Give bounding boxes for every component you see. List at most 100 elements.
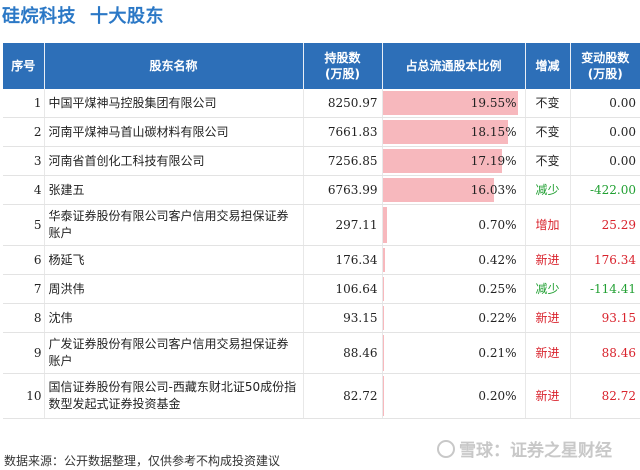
shareholders-table: 序号 股东名称 持股数 (万股) 占总流通股本比例 增减 变动股数 (万股) 1…	[3, 43, 640, 419]
ratio-cell: 17.19%	[382, 146, 526, 176]
ratio-bar	[382, 306, 385, 330]
holder-name-cell: 国信证券股份有限公司-西藏东财北证50成份指数型发起式证券投资基金	[44, 373, 304, 419]
holder-name-cell: 杨延飞	[44, 245, 304, 275]
watermark-text: 雪球：证券之星财经	[459, 441, 612, 461]
ratio-cell: 0.21%	[382, 332, 526, 374]
rank-cell: 6	[3, 245, 45, 275]
holder-name-cell: 中国平煤神马控股集团有限公司	[44, 89, 304, 118]
ratio-value: 0.25%	[478, 281, 517, 296]
table-row: 3 河南省首创化工科技有限公司 7256.85 17.19% 不变 0.00	[3, 146, 640, 176]
table-row: 8 沈伟 93.15 0.22% 新进 93.15	[3, 303, 640, 333]
rank-cell: 8	[3, 303, 45, 333]
holder-name-cell: 河南省首创化工科技有限公司	[44, 146, 304, 176]
delta-cell: 0.00	[570, 146, 640, 176]
delta-cell: 0.00	[570, 117, 640, 147]
ratio-bar	[382, 335, 384, 371]
holder-name-cell: 周洪伟	[44, 274, 304, 304]
ratio-cell: 16.03%	[382, 175, 526, 205]
ratio-bar	[382, 91, 518, 115]
table-row: 1 中国平煤神马控股集团有限公司 8250.97 19.55% 不变 0.00	[3, 89, 640, 118]
title-bar: 硅烷科技 十大股东	[2, 2, 164, 28]
rank-cell: 10	[3, 373, 45, 419]
ratio-value: 19.55%	[470, 95, 517, 110]
xueqiu-logo-icon	[437, 439, 455, 458]
shares-cell: 7256.85	[303, 146, 383, 176]
change-cell: 减少	[525, 175, 571, 205]
holder-name-cell: 华泰证券股份有限公司客户信用交易担保证券账户	[44, 204, 304, 246]
shares-cell: 7661.83	[303, 117, 383, 147]
holder-name-cell: 沈伟	[44, 303, 304, 333]
ratio-bar	[382, 120, 509, 144]
shares-cell: 297.11	[303, 204, 383, 246]
page-subtitle: 十大股东	[90, 6, 164, 27]
delta-cell: -114.41	[570, 274, 640, 304]
ratio-value: 0.21%	[478, 345, 517, 360]
ratio-value: 18.15%	[470, 124, 517, 139]
ratio-cell: 0.25%	[382, 274, 526, 304]
shares-cell: 106.64	[303, 274, 383, 304]
watermark: 雪球：证券之星财经	[437, 436, 612, 461]
ratio-value: 0.22%	[478, 310, 517, 325]
col-header-shares: 持股数 (万股)	[303, 43, 383, 89]
ratio-cell: 0.70%	[382, 204, 526, 246]
change-cell: 不变	[525, 146, 571, 176]
shares-cell: 176.34	[303, 245, 383, 275]
delta-cell: 88.46	[570, 332, 640, 374]
ratio-value: 17.19%	[470, 153, 517, 168]
rank-cell: 5	[3, 204, 45, 246]
table-row: 10 国信证券股份有限公司-西藏东财北证50成份指数型发起式证券投资基金 82.72…	[3, 373, 640, 419]
ratio-cell: 0.20%	[382, 373, 526, 419]
change-cell: 新进	[525, 245, 571, 275]
holder-name-cell: 张建五	[44, 175, 304, 205]
rank-cell: 2	[3, 117, 45, 147]
ratio-value: 0.70%	[478, 217, 517, 232]
rank-cell: 3	[3, 146, 45, 176]
table-row: 5 华泰证券股份有限公司客户信用交易担保证券账户 297.11 0.70% 增加 25.2…	[3, 204, 640, 246]
change-cell: 不变	[525, 89, 571, 118]
delta-cell: 93.15	[570, 303, 640, 333]
ratio-cell: 19.55%	[382, 89, 526, 118]
holder-name-cell: 河南平煤神马首山碳材料有限公司	[44, 117, 304, 147]
ratio-value: 16.03%	[470, 182, 517, 197]
col-header-delta: 变动股数 (万股)	[570, 43, 640, 89]
ratio-bar	[382, 376, 384, 416]
change-cell: 不变	[525, 117, 571, 147]
data-source-note: 数据来源：公开数据整理，仅供参考不构成投资建议	[4, 454, 281, 468]
table-row: 7 周洪伟 106.64 0.25% 减少 -114.41	[3, 274, 640, 304]
shares-cell: 88.46	[303, 332, 383, 374]
ratio-value: 0.42%	[478, 252, 517, 267]
table-header: 序号 股东名称 持股数 (万股) 占总流通股本比例 增减 变动股数 (万股)	[3, 43, 640, 89]
delta-cell: -422.00	[570, 175, 640, 205]
rank-cell: 1	[3, 89, 45, 118]
holder-name-cell: 广发证券股份有限公司客户信用交易担保证券账户	[44, 332, 304, 374]
table-row: 2 河南平煤神马首山碳材料有限公司 7661.83 18.15% 不变 0.00	[3, 117, 640, 147]
rank-cell: 4	[3, 175, 45, 205]
company-title: 硅烷科技	[2, 6, 76, 27]
delta-cell: 82.72	[570, 373, 640, 419]
col-header-ratio: 占总流通股本比例	[382, 43, 526, 89]
ratio-cell: 18.15%	[382, 117, 526, 147]
table-row: 4 张建五 6763.99 16.03% 减少 -422.00	[3, 175, 640, 205]
rank-cell: 7	[3, 274, 45, 304]
change-cell: 新进	[525, 373, 571, 419]
table-body: 1 中国平煤神马控股集团有限公司 8250.97 19.55% 不变 0.00 2 河南平煤神…	[3, 89, 640, 419]
table-row: 6 杨延飞 176.34 0.42% 新进 176.34	[3, 245, 640, 275]
ratio-value: 0.20%	[478, 388, 517, 403]
delta-cell: 25.29	[570, 204, 640, 246]
col-header-name: 股东名称	[44, 43, 304, 89]
ratio-cell: 0.22%	[382, 303, 526, 333]
ratio-bar	[382, 149, 502, 173]
delta-cell: 176.34	[570, 245, 640, 275]
col-header-rank: 序号	[3, 43, 45, 89]
rank-cell: 9	[3, 332, 45, 374]
shares-cell: 8250.97	[303, 89, 383, 118]
ratio-bar	[382, 248, 386, 272]
shares-cell: 82.72	[303, 373, 383, 419]
col-header-change: 增减	[525, 43, 571, 89]
delta-cell: 0.00	[570, 89, 640, 118]
ratio-bar	[382, 277, 385, 301]
shares-cell: 93.15	[303, 303, 383, 333]
shares-cell: 6763.99	[303, 175, 383, 205]
ratio-cell: 0.42%	[382, 245, 526, 275]
change-cell: 增加	[525, 204, 571, 246]
